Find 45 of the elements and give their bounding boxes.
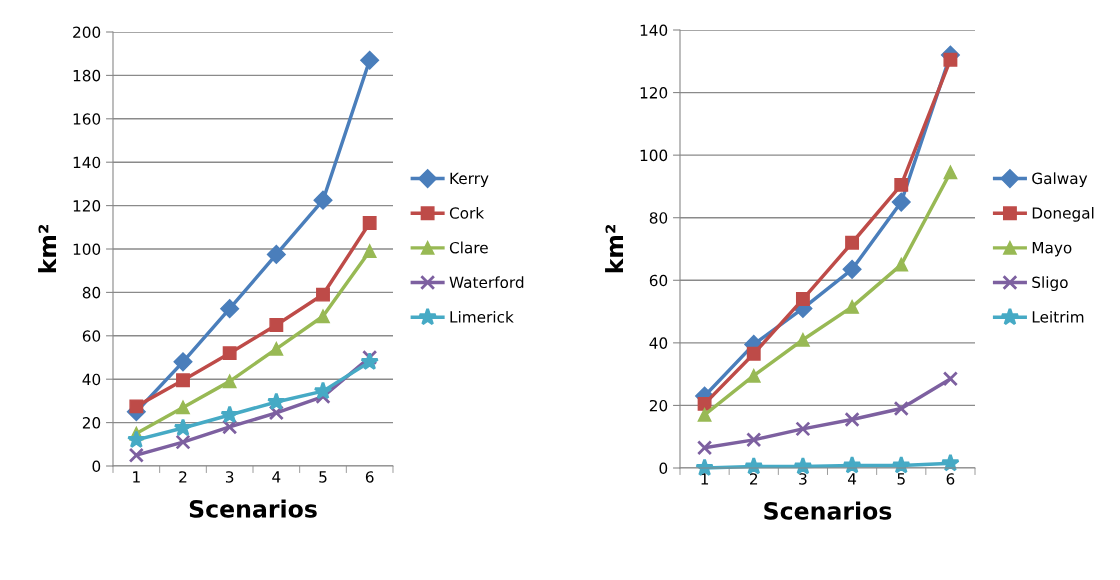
- y-tick-label: 120: [73, 200, 101, 212]
- legend-label: Limerick: [450, 310, 514, 323]
- y-tick-label: 140: [640, 24, 668, 37]
- y-axis-title: km²: [605, 225, 624, 273]
- x-tick-label: 6: [365, 471, 374, 483]
- x-tick-label: 6: [946, 473, 955, 485]
- x-tick-label: 3: [225, 471, 234, 483]
- y-tick-label: 20: [82, 417, 101, 429]
- y-tick-label: 0: [92, 460, 101, 473]
- x-axis-title: Scenarios: [189, 499, 317, 518]
- y-tick-label: 20: [649, 399, 668, 412]
- x-tick-label: 4: [847, 473, 857, 485]
- y-tick-label: 60: [649, 274, 668, 287]
- x-axis-title: Scenarios: [764, 501, 892, 520]
- legend-label: Waterford: [449, 276, 524, 289]
- legend-label: Kerry: [450, 172, 489, 188]
- legend-label: Mayo: [1032, 242, 1072, 257]
- x-tick-label: 4: [272, 471, 281, 483]
- y-tick-label: 40: [649, 337, 668, 349]
- x-tick-label: 5: [897, 473, 905, 485]
- y-tick-label: 80: [82, 286, 101, 299]
- legend-label: Donegal: [1032, 206, 1094, 222]
- y-tick-label: 200: [73, 26, 101, 39]
- legend-label: Sligo: [1032, 276, 1068, 292]
- legend-label: Clare: [449, 241, 488, 254]
- y-tick-label: 100: [640, 149, 668, 162]
- legend-label: Cork: [449, 206, 485, 219]
- legend-label: Galway: [1032, 172, 1088, 188]
- y-tick-label: 120: [640, 87, 668, 99]
- y-tick-label: 80: [649, 212, 668, 224]
- y-tick-label: 40: [82, 373, 101, 386]
- y-tick-label: 0: [659, 462, 668, 475]
- x-tick-label: 1: [133, 471, 140, 483]
- x-tick-label: 5: [319, 471, 327, 483]
- y-tick-label: 100: [73, 243, 101, 256]
- x-tick-label: 2: [750, 473, 758, 485]
- y-tick-label: 140: [73, 156, 101, 169]
- x-tick-label: 2: [179, 471, 187, 483]
- x-tick-label: 3: [799, 473, 807, 485]
- y-tick-label: 160: [73, 113, 101, 125]
- x-tick-label: 1: [701, 473, 709, 485]
- legend-label: Leitrim: [1032, 310, 1084, 323]
- y-axis-title: km²: [38, 225, 57, 273]
- y-tick-label: 180: [73, 69, 101, 82]
- y-tick-label: 60: [82, 330, 101, 342]
